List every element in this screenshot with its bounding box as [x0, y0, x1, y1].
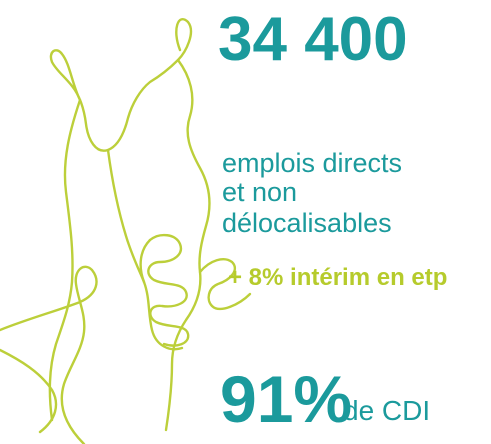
description-line: emplois directs [222, 148, 402, 178]
headline: 34 400 [218, 5, 408, 74]
hand-line-art [0, 18, 252, 444]
stat-value: 91% [220, 362, 352, 436]
stat-label: de CDI [343, 395, 430, 426]
description-line: et non [222, 177, 297, 207]
description-line: délocalisables [222, 208, 392, 238]
extra-note: + 8% intérim en etp [228, 264, 447, 291]
